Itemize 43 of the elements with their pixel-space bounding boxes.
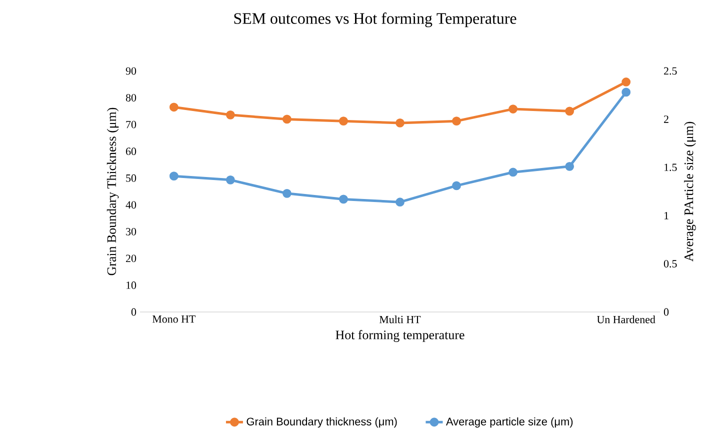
y2-tick-label: 1 (664, 212, 668, 220)
point (282, 189, 292, 198)
point (226, 176, 235, 184)
y-tick-label: 50 (126, 174, 136, 182)
y2-axis-title: Average PArticle size (μm) (684, 122, 696, 262)
y2-tick-label: 2 (664, 116, 668, 123)
y-tick-label: 80 (126, 94, 136, 102)
y-tick-label: 10 (126, 282, 136, 290)
point (622, 88, 631, 97)
point (339, 116, 348, 126)
legend-label: Grain Boundary thickness (μm) (246, 417, 397, 428)
x-tick-label: Un Hardened (596, 316, 656, 324)
point (508, 104, 518, 114)
legend-label: Average particle size (μm) (446, 417, 573, 428)
y2-tick-label: 1.5 (664, 164, 677, 172)
point (565, 106, 574, 116)
point (339, 194, 348, 204)
y-tick-label: 90 (126, 67, 136, 75)
point (452, 181, 461, 190)
point (565, 162, 574, 171)
x-axis-title: Hot forming temperature (336, 330, 464, 342)
y-tick-label: 40 (126, 201, 136, 209)
point (396, 118, 404, 128)
y2-tick-label: 2.5 (664, 67, 677, 75)
point (169, 102, 178, 112)
y-tick-label: 60 (126, 148, 136, 156)
y-tick-label: 70 (126, 120, 136, 128)
chart-title: SEM outcomes vs Hot forming Temperature (234, 12, 516, 28)
point (452, 116, 461, 126)
x-tick-label: Multi HT (379, 316, 421, 324)
point (396, 198, 404, 207)
y-tick-label: 0 (131, 308, 136, 316)
y-axis-title: Grain Boundary Thickness (μm) (106, 108, 119, 276)
point (169, 172, 178, 181)
y-tick-label: 30 (126, 228, 136, 236)
point (282, 114, 292, 124)
y2-tick-label: 0.5 (664, 260, 677, 268)
x-tick-label: Mono HT (152, 316, 196, 323)
point (226, 110, 235, 120)
y2-tick-label: 0 (664, 308, 669, 316)
point (622, 78, 631, 87)
point (508, 168, 518, 177)
y-tick-label: 20 (126, 254, 136, 262)
